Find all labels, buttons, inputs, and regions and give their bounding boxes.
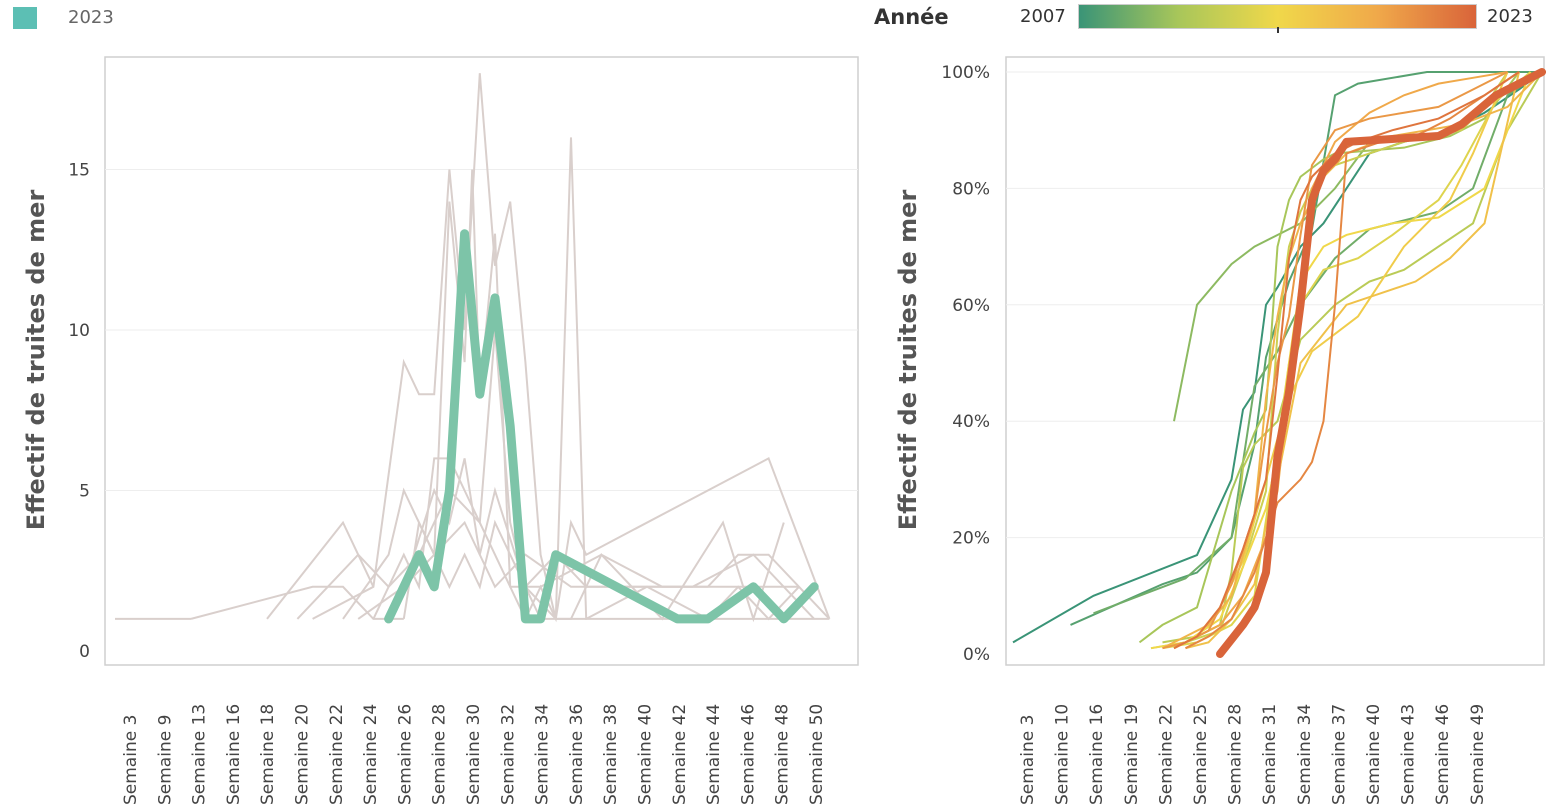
legend-swatch-2023 — [13, 7, 37, 29]
x-tick-left-9: Semaine 28 — [430, 704, 450, 805]
y-tick-right-100: 100% — [941, 63, 990, 83]
x-tick-right-2: Semaine 16 — [1087, 704, 1107, 805]
background-series-right-2017 — [1185, 71, 1520, 650]
x-tick-left-14: Semaine 38 — [601, 704, 621, 805]
x-tick-left-5: Semaine 20 — [293, 704, 313, 805]
x-tick-right-11: Semaine 43 — [1399, 704, 1419, 805]
x-tick-left-6: Semaine 22 — [327, 704, 347, 805]
x-tick-right-10: Semaine 40 — [1364, 704, 1384, 805]
x-tick-left-15: Semaine 40 — [636, 704, 656, 805]
x-tick-right-4: Semaine 22 — [1156, 704, 1176, 805]
x-tick-left-3: Semaine 16 — [224, 704, 244, 805]
y-tick-right-20: 20% — [952, 529, 990, 549]
x-tick-left-7: Semaine 24 — [361, 704, 381, 805]
x-tick-left-19: Semaine 48 — [773, 704, 793, 805]
x-tick-left-18: Semaine 46 — [738, 704, 758, 805]
plot-frame-left — [104, 56, 859, 666]
background-series-left-9 — [296, 488, 799, 620]
y-tick-right-40: 40% — [952, 412, 990, 432]
x-tick-left-0: Semaine 3 — [121, 715, 141, 805]
background-series-left-3 — [312, 73, 830, 620]
x-tick-left-20: Semaine 50 — [807, 704, 827, 805]
series-2023-right — [1216, 68, 1546, 658]
y-axis-title-left: Effectif de truites de mer — [22, 190, 50, 531]
background-series-right-2021 — [1185, 71, 1520, 650]
x-tick-left-17: Semaine 44 — [704, 704, 724, 805]
background-series-right-2014 — [1162, 71, 1532, 650]
x-tick-right-7: Semaine 31 — [1260, 704, 1280, 805]
x-tick-left-16: Semaine 42 — [670, 704, 690, 805]
chart-cumulative-share: 0% 20% 40% 60% 80% 100% Semaine 3 Semaine 10 Sem… — [894, 56, 1546, 805]
y-tick-left-15: 15 — [68, 161, 90, 181]
y-axis-title-right: Effectif de truites de mer — [894, 190, 922, 531]
x-tick-right-12: Semaine 46 — [1433, 704, 1453, 805]
x-tick-right-8: Semaine 34 — [1295, 704, 1315, 805]
x-tick-left-13: Semaine 36 — [567, 704, 587, 805]
x-tick-right-13: Semaine 49 — [1468, 704, 1488, 805]
x-tick-left-4: Semaine 18 — [258, 704, 278, 805]
background-series-left-1 — [190, 585, 404, 620]
background-series-right-2022 — [1173, 71, 1520, 650]
x-tick-left-10: Semaine 30 — [464, 704, 484, 805]
color-scale-min-label: 2007 — [1020, 6, 1066, 27]
x-tick-left-2: Semaine 13 — [190, 704, 210, 805]
x-tick-left-1: Semaine 9 — [155, 715, 175, 805]
background-series-right-2009 — [1093, 71, 1543, 615]
background-series-left-2 — [266, 520, 375, 620]
series-2023-left — [384, 229, 819, 624]
x-tick-left-12: Semaine 34 — [533, 704, 553, 805]
color-scale-title: Année — [874, 5, 949, 29]
background-series-right-2007 — [1012, 71, 1543, 644]
x-tick-right-1: Semaine 10 — [1053, 704, 1073, 805]
x-tick-left-11: Semaine 32 — [498, 704, 518, 805]
x-tick-right-0: Semaine 3 — [1018, 715, 1038, 805]
color-scale-max-label: 2023 — [1487, 6, 1533, 27]
plot-frame-right — [1005, 56, 1545, 666]
background-series-right-2010 — [1173, 71, 1543, 422]
y-tick-right-0: 0% — [963, 645, 990, 665]
x-tick-left-8: Semaine 26 — [395, 704, 415, 805]
x-tick-right-9: Semaine 37 — [1329, 704, 1349, 805]
y-tick-left-10: 10 — [68, 321, 90, 341]
background-series-right-2008 — [1070, 71, 1546, 626]
color-scale-marker — [1277, 27, 1279, 33]
x-tick-right-6: Semaine 28 — [1226, 704, 1246, 805]
y-tick-right-80: 80% — [952, 179, 990, 199]
x-tick-right-5: Semaine 25 — [1191, 704, 1211, 805]
y-tick-left-0: 0 — [79, 642, 90, 662]
chart-weekly-counts: 0 5 10 15 Semaine 3 Semaine 9 Semaine 13 Semain… — [22, 56, 859, 805]
x-tick-right-3: Semaine 19 — [1122, 704, 1142, 805]
legend-label-2023: 2023 — [68, 7, 114, 28]
y-tick-right-60: 60% — [952, 296, 990, 316]
y-tick-left-5: 5 — [79, 482, 90, 502]
